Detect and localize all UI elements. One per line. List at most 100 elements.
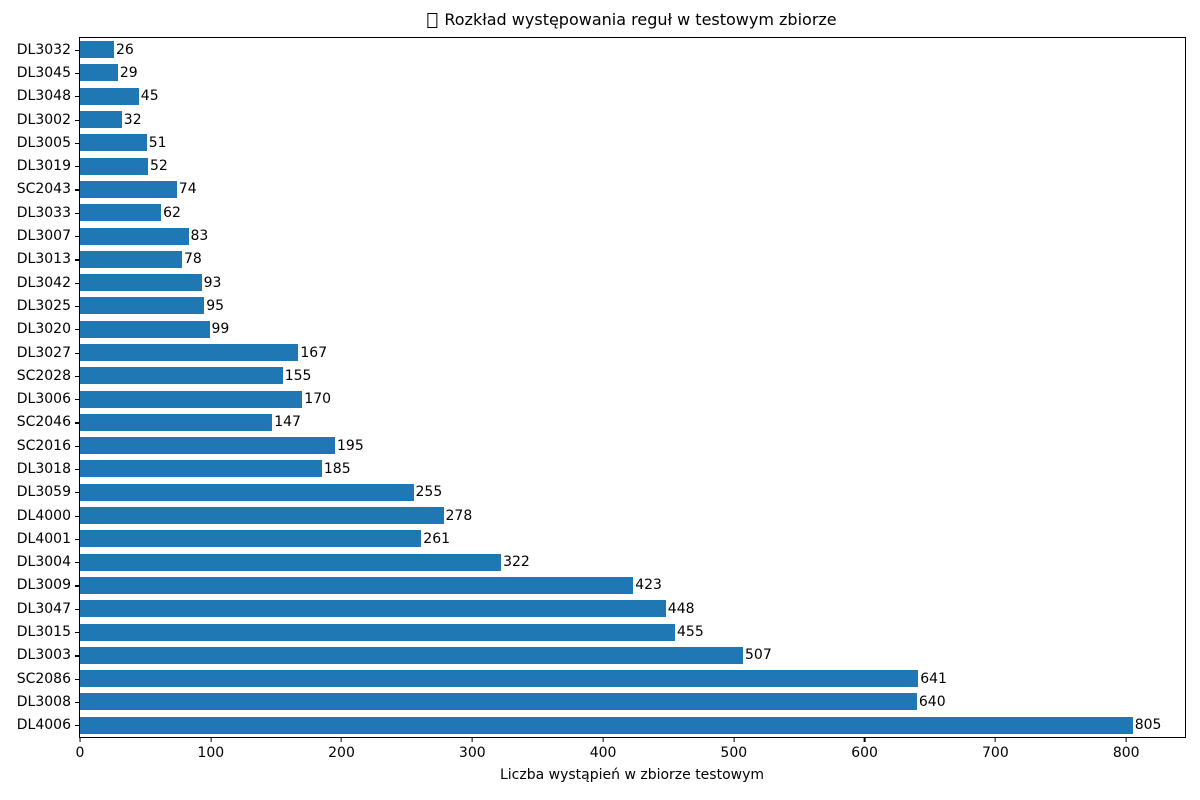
y-axis-tick [75,445,79,447]
x-axis-tick [471,738,473,742]
y-tick-label: DL4001 [16,530,71,547]
y-axis-tick [75,678,79,680]
bar [80,87,139,105]
x-tick: 600 [851,737,878,760]
y-axis-tick [75,422,79,424]
bar-row: DL4001 261 [17,527,1185,550]
y-axis-tick [75,282,79,284]
bar-row: SC2028 155 [17,364,1185,387]
y-axis-tick [75,259,79,261]
x-tick: 0 [75,737,85,761]
y-tick-label: DL3025 [16,297,71,314]
bar-row: DL3059 255 [17,481,1185,504]
x-axis-tick [733,738,735,742]
plot-area: DL3032 26 DL3045 29 DL3048 45 DL3002 32 DL3005 51… [17,37,1186,760]
bar-value-label: 29 [119,64,138,81]
y-axis-tick [75,725,79,727]
bar [80,64,118,82]
x-tick-label: 800 [1112,745,1140,761]
bar-row: DL3005 51 [17,131,1185,154]
bar-value-label: 455 [677,624,704,641]
bar-row: DL3047 448 [17,597,1185,620]
x-axis-tick [210,738,212,742]
y-tick-label: DL3005 [16,134,71,151]
y-axis-tick [75,632,79,634]
bar-row: DL3048 45 [17,85,1185,108]
y-axis-tick [75,119,79,121]
bar-value-label: 423 [635,577,662,594]
bar-row: DL3025 95 [17,294,1185,317]
bar [80,41,114,59]
y-axis-tick [75,562,79,564]
bar [80,693,917,711]
y-tick-label: DL3008 [16,693,71,710]
y-tick-label: DL3015 [16,624,71,641]
bar-row: DL3027 167 [17,341,1185,364]
y-tick-label: DL3047 [16,600,71,617]
y-tick-label: SC2028 [16,367,71,384]
x-tick-label: 700 [982,745,1009,761]
bar [80,320,210,338]
bar [80,670,919,688]
bar [80,111,122,129]
x-tick-label: 600 [851,745,878,761]
x-tick-label: 0 [75,745,85,761]
y-tick-label: DL3007 [16,228,71,245]
y-axis-tick [75,655,79,657]
y-tick-label: DL3033 [16,204,71,221]
bar-value-label: 32 [123,111,142,128]
x-tick-label: 400 [589,745,617,761]
x-tick: 300 [459,737,486,760]
bar-row: DL3004 322 [17,551,1185,574]
y-axis-tick [75,701,79,704]
bar-value-label: 74 [178,181,197,198]
y-tick-label: SC2046 [16,414,71,431]
y-axis-tick [75,329,79,331]
y-tick-label: DL3027 [16,344,71,361]
x-tick: 500 [720,737,747,760]
bar-value-label: 99 [211,321,230,338]
y-axis-tick [75,212,79,214]
bar-value-label: 448 [667,600,695,617]
y-tick-label: DL3048 [16,88,71,105]
chart-title-text: Rozkład występowania reguł w testowym zb… [444,10,837,29]
bar-row: DL4006 805 [17,714,1185,737]
bar-row: DL4000 278 [17,504,1185,527]
x-tick: 400 [589,737,617,761]
bar-value-label: 640 [918,693,946,710]
x-tick-label: 200 [328,745,355,761]
bar-value-label: 52 [150,158,168,175]
y-axis-tick [75,352,79,354]
y-tick-label: DL3006 [16,391,71,408]
y-tick-label: SC2086 [16,670,71,687]
bar-value-label: 185 [323,460,351,477]
x-axis-tick [863,738,866,742]
y-axis-tick [75,305,79,308]
x-tick: 800 [1113,737,1140,760]
y-axis-tick [75,492,79,494]
bar [80,134,147,152]
y-tick-label: DL3019 [16,158,71,175]
y-axis-tick [75,166,79,168]
y-axis-tick [75,585,79,587]
bar-value-label: 51 [148,134,167,151]
bar-row: DL3018 185 [17,457,1185,480]
bar-row: DL3019 52 [17,154,1185,177]
x-axis-label: Liczba wystąpień w zbiorze testowym [499,767,765,783]
chart-title: Rozkład występowania reguł w testowym zb… [427,10,837,30]
bar [80,250,182,268]
y-axis-tick [75,236,79,238]
x-tick-label: 300 [458,745,486,761]
bar [80,553,502,571]
y-tick-label: DL3004 [16,554,71,571]
bar-row: SC2086 641 [17,667,1185,690]
bar-value-label: 83 [190,228,209,245]
y-axis-tick [75,49,79,51]
bar [80,460,322,478]
bar-value-label: 147 [274,414,301,431]
bar-value-label: 62 [163,204,181,221]
missing-glyph-icon [427,12,438,28]
bar [80,274,202,292]
y-tick-label: DL3009 [16,577,71,594]
bar-row: DL3032 26 [17,38,1185,61]
